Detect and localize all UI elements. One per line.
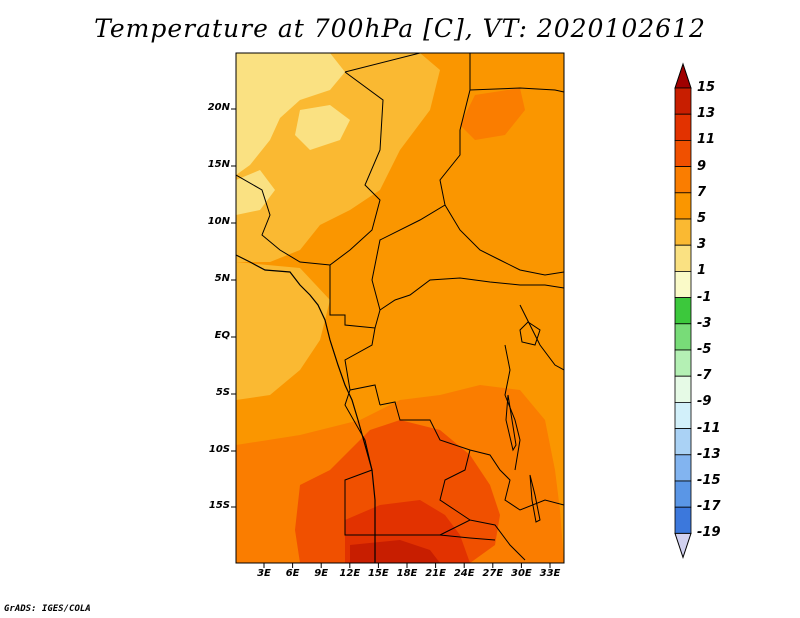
colorbar-box <box>674 349 692 377</box>
colorbar-label: -11 <box>697 420 721 436</box>
colorbar-label: -13 <box>697 446 721 462</box>
colorbar-label: 3 <box>697 237 707 253</box>
colorbar-box <box>674 218 692 246</box>
colorbar-label: -9 <box>697 394 712 410</box>
colorbar-box <box>674 480 692 508</box>
colorbar-bottom-triangle <box>674 532 692 559</box>
lat-label: 5N <box>214 273 230 284</box>
colorbar-label: 13 <box>697 106 716 122</box>
lon-label: 33E <box>539 568 561 579</box>
lon-label: 21E <box>425 568 446 579</box>
lon-label: 24E <box>453 568 475 579</box>
lat-label: 20N <box>207 102 230 113</box>
field-band-5-7-west <box>236 170 275 215</box>
lon-label: 3E <box>257 568 271 579</box>
lat-label: EQ <box>214 330 230 341</box>
lon-label: 9E <box>314 568 329 579</box>
lake-victoria <box>519 321 541 346</box>
lon-label: 15E <box>368 568 389 579</box>
lon-label: 6E <box>285 568 300 579</box>
chart-title: Temperature at 700hPa [C], VT: 202010261… <box>94 14 706 43</box>
colorbar-top-triangle <box>674 62 692 89</box>
colorbar-box <box>674 323 692 351</box>
colorbar-label: -3 <box>697 315 712 331</box>
lat-label: 10S <box>208 444 230 455</box>
colorbar-box <box>674 87 692 115</box>
colorbar <box>674 62 692 559</box>
lakes <box>505 321 541 523</box>
grads-credit: GrADS: IGES/COLA <box>4 604 91 614</box>
colorbar-label: -1 <box>697 289 712 305</box>
lon-label: 27E <box>482 568 504 579</box>
field-band-5-7-patch <box>295 105 350 150</box>
colorbar-box <box>674 192 692 220</box>
colorbar-box <box>674 139 692 167</box>
colorbar-label: 11 <box>697 132 716 148</box>
lake-tanganyika <box>505 394 517 452</box>
colorbar-label: 5 <box>697 211 707 226</box>
field-band-15-hot <box>350 540 440 563</box>
colorbar-box <box>674 506 692 534</box>
colorbar-box <box>674 375 692 403</box>
map-frame <box>235 52 565 564</box>
colorbar-label: -17 <box>697 499 721 515</box>
temperature-field <box>236 53 564 563</box>
colorbar-box <box>674 454 692 482</box>
colorbar-box <box>674 166 692 194</box>
lat-label: 15N <box>207 159 230 170</box>
colorbar-label: -19 <box>697 525 721 541</box>
colorbar-box <box>674 113 692 141</box>
colorbar-label: -7 <box>697 368 712 384</box>
colorbar-label: -5 <box>697 342 712 357</box>
colorbar-label: 15 <box>697 80 716 95</box>
field-band-5-7-north <box>236 53 345 175</box>
colorbar-box <box>674 428 692 456</box>
coastline <box>236 254 376 563</box>
colorbar-box <box>674 297 692 325</box>
colorbar-box <box>674 270 692 298</box>
axis-ticks <box>231 108 551 568</box>
lon-label: 12E <box>339 568 361 579</box>
lon-label: 30E <box>511 568 532 579</box>
lake-malawi <box>529 474 541 523</box>
colorbar-box <box>674 401 692 429</box>
lat-label: 5S <box>215 387 230 398</box>
colorbar-label: -15 <box>697 473 721 488</box>
colorbar-label: 9 <box>697 158 707 174</box>
colorbar-label: 1 <box>697 263 707 279</box>
lat-label: 10N <box>207 216 230 227</box>
lat-label: 15S <box>208 500 230 511</box>
field-band-7-9-coast <box>236 262 330 400</box>
colorbar-label: 7 <box>697 184 707 200</box>
lon-label: 18E <box>396 568 418 579</box>
colorbar-box <box>674 244 692 272</box>
field-band-11-13-ne <box>460 88 525 140</box>
